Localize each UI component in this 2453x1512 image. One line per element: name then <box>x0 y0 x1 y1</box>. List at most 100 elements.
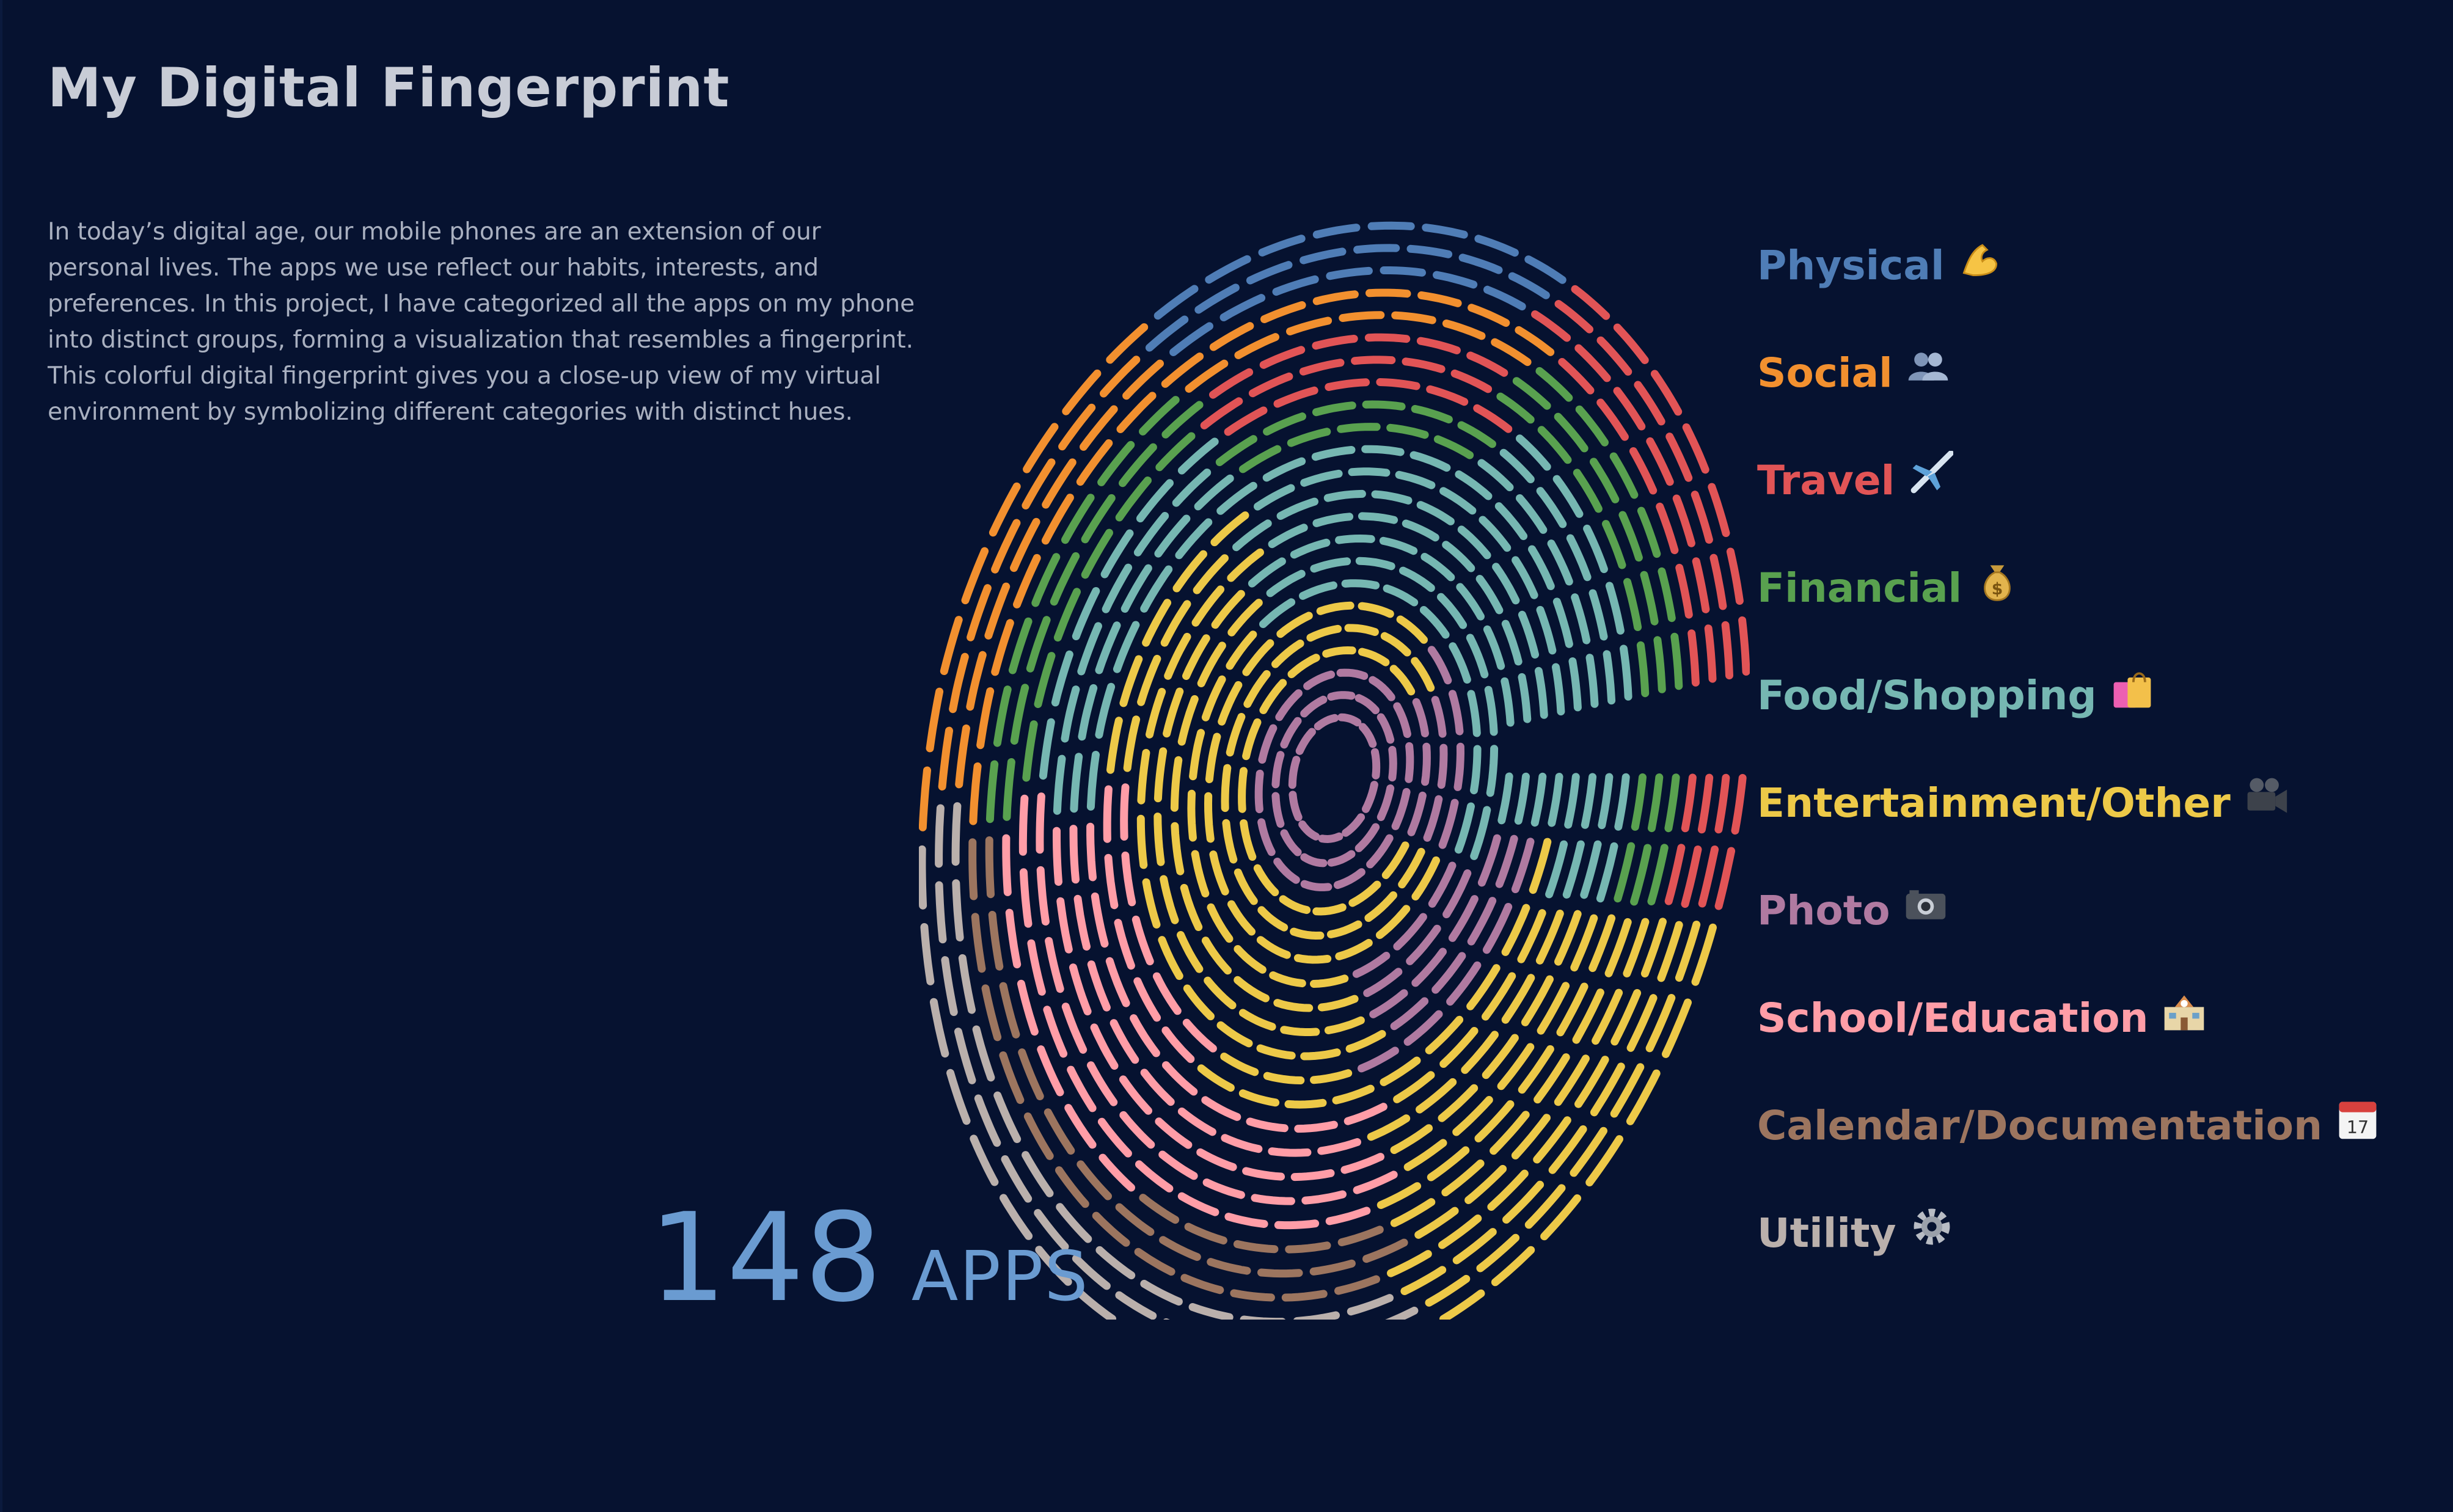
fingerprint-ridge <box>1133 977 1161 1022</box>
fingerprint-ridge <box>1363 968 1403 998</box>
fingerprint-ridge <box>1262 457 1306 482</box>
fingerprint-ridge <box>1665 433 1693 482</box>
fingerprint-ridge <box>1238 1009 1276 1031</box>
fingerprint-ridge <box>1348 467 1391 477</box>
fingerprint-ridge <box>1417 291 1462 307</box>
fingerprint-ridge <box>1161 401 1204 439</box>
fingerprint-ridge <box>1120 783 1130 841</box>
fingerprint-ridge <box>1201 937 1232 975</box>
fingerprint-ridge <box>1327 691 1356 701</box>
fingerprint-ridge <box>1002 834 1012 896</box>
fingerprint-ridge <box>1120 564 1152 613</box>
fingerprint-ridge <box>1552 475 1584 518</box>
fingerprint-ridge <box>1697 773 1714 834</box>
fingerprint-ridge <box>1034 1209 1069 1251</box>
fingerprint-ridge <box>1081 528 1113 579</box>
legend-item-social: Social <box>1757 340 2429 447</box>
fingerprint-ridge <box>1164 632 1191 680</box>
fingerprint-ridge <box>1409 451 1451 472</box>
fingerprint-ridge <box>1080 405 1118 451</box>
fingerprint-ridge <box>1091 892 1109 948</box>
fingerprint-ridge <box>1018 1048 1044 1100</box>
fingerprint-ridge <box>1005 908 1022 969</box>
fingerprint-ridge <box>1221 1134 1263 1153</box>
fingerprint-ridge <box>1136 814 1148 869</box>
fingerprint-ridge <box>1158 1150 1198 1180</box>
fingerprint-ridge <box>1371 490 1413 505</box>
fingerprint-ridge <box>1263 1072 1305 1084</box>
fingerprint-ridge <box>1325 378 1370 391</box>
fingerprint-ridge <box>1637 506 1661 558</box>
fingerprint-ridge <box>1145 315 1189 352</box>
fingerprint-ridge <box>1233 1240 1279 1254</box>
fingerprint-ridge <box>1552 597 1573 648</box>
fingerprint-ridge <box>1300 1048 1341 1061</box>
legend-label: Photo <box>1757 887 1890 934</box>
fingerprint-ridge <box>1419 606 1450 639</box>
fingerprint-ridge <box>1133 512 1169 557</box>
fingerprint-ridge <box>1340 1153 1384 1174</box>
fingerprint-ridge <box>1681 773 1697 833</box>
fingerprint-ridge <box>1407 791 1427 836</box>
fingerprint-ridge <box>955 724 970 789</box>
fingerprint-ridge <box>1518 673 1532 723</box>
fingerprint-ridge <box>1280 1026 1320 1036</box>
fingerprint-ridge <box>1013 553 1041 608</box>
fingerprint-ridge <box>1037 1045 1064 1097</box>
fingerprint-ridge <box>1221 764 1232 813</box>
fingerprint-ridge <box>1339 311 1385 323</box>
fingerprint-ridge <box>941 956 958 1017</box>
fingerprint-ridge <box>1470 745 1482 795</box>
fingerprint-ridge <box>1269 971 1306 988</box>
fingerprint-ridge <box>1300 880 1333 891</box>
fingerprint-ridge <box>1042 458 1077 509</box>
fingerprint-ridge <box>1416 337 1461 354</box>
fingerprint-visual <box>919 221 1750 1320</box>
fingerprint-ridge <box>969 762 982 825</box>
fingerprint-ridge <box>1271 639 1304 668</box>
fingerprint-ridge <box>1390 1198 1436 1227</box>
fingerprint-ridge <box>1385 1306 1419 1320</box>
fingerprint-ridge <box>1466 351 1508 377</box>
fingerprint-ridge <box>1495 835 1518 888</box>
fingerprint-ridge <box>1492 563 1520 605</box>
fingerprint-ridge <box>1626 994 1658 1052</box>
fingerprint-ridge <box>1483 625 1505 670</box>
fingerprint-ridge <box>1207 1258 1251 1275</box>
fingerprint-ridge <box>1064 1104 1097 1149</box>
movie-camera-icon <box>2247 778 2287 813</box>
fingerprint-ridge <box>1115 1203 1155 1236</box>
fingerprint-ridge <box>1442 320 1486 340</box>
fingerprint-ridge <box>1453 742 1465 791</box>
fingerprint-ridge <box>1604 918 1632 977</box>
fingerprint-ridge <box>1200 397 1243 429</box>
fingerprint-ridge <box>1043 1006 1068 1058</box>
fingerprint-ridge <box>1442 541 1475 572</box>
fingerprint-ridge <box>1704 624 1717 683</box>
fingerprint-ridge <box>1358 723 1377 748</box>
fingerprint-ridge <box>1494 502 1528 541</box>
fingerprint-ridge <box>1119 655 1143 707</box>
fingerprint-ridge <box>1656 502 1679 555</box>
fingerprint-ridge <box>1467 690 1481 737</box>
fingerprint-ridge <box>929 998 949 1058</box>
fingerprint-ridge <box>1103 785 1113 843</box>
fingerprint-ridge <box>1458 254 1503 274</box>
fingerprint-ridge <box>1224 1213 1268 1228</box>
fingerprint-ridge <box>1303 670 1336 690</box>
fingerprint-ridge <box>1501 619 1523 666</box>
fingerprint-ridge <box>1215 435 1257 466</box>
fingerprint-ridge <box>1142 878 1161 929</box>
app-count-unit: APPS <box>911 1237 1089 1317</box>
fingerprint-ridge <box>1182 1018 1217 1053</box>
fingerprint-ridge <box>1326 920 1362 938</box>
legend-label: Utility <box>1757 1210 1896 1257</box>
fingerprint-ridge <box>1358 602 1394 618</box>
fingerprint-ridge <box>1439 1027 1479 1068</box>
airplane-icon <box>1910 451 1954 494</box>
fingerprint-ridge <box>1420 553 1455 582</box>
money-bag-icon: $ <box>1984 565 2011 601</box>
fingerprint-ridge <box>1403 1139 1447 1171</box>
fingerprint-ridge <box>1146 688 1166 739</box>
legend-label: Social <box>1757 349 1893 396</box>
